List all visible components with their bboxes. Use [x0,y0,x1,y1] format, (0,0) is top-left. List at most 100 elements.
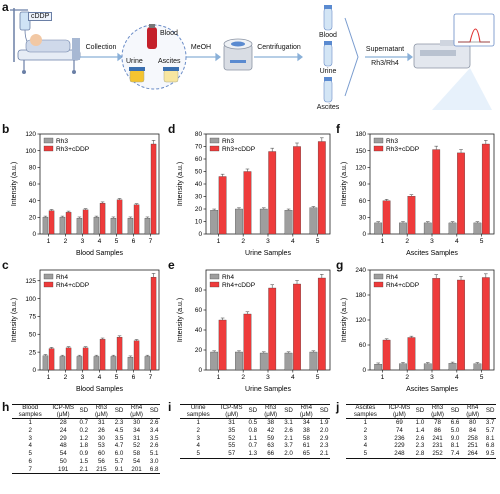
table-j-cell-1-0: 2 [363,426,368,434]
cdc-bar-Rh4+cDDP-2 [65,347,72,371]
table-h-cell-0-5: 30 [133,419,141,426]
table-j-header-0: Ascites samples [346,404,385,419]
cdg-bar-Rh4-5 [473,363,482,371]
table-h-header-0: Blood samples [12,404,49,419]
cde-ylabel: Intensity (a.u.) [177,298,184,342]
table-row: 5 57 1.3 66 2.0 65 2.1 [180,450,330,459]
cdb-bar-Rh3-7 [144,218,151,235]
table-h: Blood samples ICP-MS (μM) SD Rh3 (μM) SD Rh4 … [12,404,160,475]
cdf-xtick-label-3: 3 [430,238,434,245]
cde-bar-Rh4+cDDP-1 [218,319,227,371]
table-j-cell-0-2: 1.0 [415,419,425,426]
table-i-header-0: Urine samples [180,404,217,419]
cde-bar-Rh4-3 [259,352,268,371]
table-j-cell-4-3: 252 [425,450,450,459]
table-h-cell-4-1: 54 [59,450,67,457]
cdg-xtick-label-4: 4 [455,374,459,381]
panel-label-i: i [168,400,172,414]
cde-bar-Rh4-2 [235,351,243,371]
cdb-legend-swatch-0 [43,137,54,144]
table-j-cell-1-2: 1.4 [415,426,425,434]
table-row: 5 54 0.9 60 6.0 58 5.1 [12,450,160,458]
urine-cup-icon [129,67,145,83]
table-j-cell-2-4: 9.0 [450,434,460,442]
table-j-cell-3-0: 4 [363,442,368,450]
cdf-legend-swatch-0 [373,137,384,144]
cdd-ytick-label-6: 60 [195,156,203,163]
table-row: 4 48 1.8 53 4.7 52 2.6 [12,442,160,450]
table-i-header-2: SD [247,404,259,419]
table-h-cell-2-4: 3.5 [114,434,124,442]
table-j-cell-3-6: 6.8 [485,442,495,450]
table-i: Urine samples ICP-MS (μM) SD Rh3 (μM) SD Rh4 … [180,404,330,459]
cdd-legend-label-1: Rh3+cDDP [222,146,256,153]
table-h-cell-3-6: 2.6 [149,442,159,450]
table-i-cell-3-3: 63 [267,442,275,450]
cde-bar-Rh4+cDDP-2 [243,313,252,371]
table-i-cell-3-0: 4 [196,442,200,450]
panel-label-c: c [2,258,9,272]
panel-label-e: e [168,258,175,272]
cdc-xtick-label-3: 3 [81,374,85,381]
table-j-cell-4-0: 5 [346,450,385,459]
table-h-cell-0-2: 0.7 [79,419,89,426]
table-i-cell-3-4: 3.7 [284,442,293,450]
cdc-legend-label-1: Rh4+cDDP [56,282,90,289]
cdc-bar-Rh4-7 [144,356,151,371]
table-h-header-4: SD [113,404,125,419]
cdf-ytick-label-5: 150 [355,148,366,155]
centrifugation-label: Centrifugation [257,44,301,51]
cdg-xtick-label-1: 1 [381,374,385,381]
table-i-cell-3-6: 2.3 [319,442,329,450]
cdg-legend-swatch-0 [373,273,384,280]
cdg-xlabel: Ascites Samples [406,386,458,393]
cdd-ytick-label-5: 50 [195,169,203,176]
table-j-cell-0-5: 80 [469,419,477,426]
cdb-xtick-label-3: 3 [81,238,85,245]
table-h-cell-1-4: 4.5 [114,426,124,434]
table-h-cell-6-2: 2.1 [78,465,90,475]
cdb-bar-Rh3+cDDP-1 [48,210,55,235]
table-i-cell-0-2: 0.5 [248,419,258,426]
table-i-cell-1-5: 38 [302,426,310,434]
cdd-bar-Rh3+cDDP-4 [293,146,301,235]
cdc-legend-label-0: Rh4 [56,274,68,281]
cdd-legend-label-0: Rh3 [222,138,234,145]
table-j-cell-0-1: 69 [395,419,403,426]
cdg-xtick-label-5: 5 [480,374,484,381]
cdf-bar-Rh3+cDDP-1 [382,200,391,235]
table-j-cell-4-4: 7.4 [449,450,461,459]
spectrum-beam [432,68,492,110]
table-row: 2 24 0.2 26 4.5 34 3.4 [12,427,160,435]
table-row: 1 69 1.0 78 6.6 80 3.7 [346,419,496,427]
cdd-xtick-label-1: 1 [217,238,221,245]
urine-label: Urine [126,58,143,65]
cdc-xtick-label-4: 4 [98,374,102,381]
cdd-xtick-label-5: 5 [316,238,320,245]
table-j-cell-1-5: 84 [469,426,477,434]
cde-xtick-label-4: 4 [291,374,295,381]
cdf-xtick-label-2: 2 [405,238,409,245]
table-j-cell-1-1: 74 [395,426,403,434]
cdb-xtick-label-4: 4 [98,238,102,245]
table-i-cell-0-1: 31 [228,419,236,426]
table-h-cell-0-0: 1 [28,419,32,426]
cde-ytick-label-3: 60 [195,307,203,314]
table-h-cell-1-5: 34 [133,426,141,434]
cdc-xtick-label-1: 1 [47,374,51,381]
table-j-header-4: SD [449,404,461,419]
chart-c: 0 25 50 75 100 125 Intensity (a.u.) 1 2 3 4 5 6 7 Bloo… [11,269,160,393]
table-j-cell-0-0: 1 [363,419,368,426]
cde-xtick-label-1: 1 [217,374,221,381]
table-i-cell-4-0: 5 [180,450,217,459]
table-i-cell-4-2: 1.3 [247,450,259,459]
cdd-xtick-label-4: 4 [291,238,295,245]
cdc-bar-Rh4-6 [127,356,134,371]
cdb-bar-Rh3+cDDP-4 [99,203,106,235]
chart-e: 0 20 40 60 80 Intensity (a.u.) 1 2 3 4 5 Urine Samp… [177,269,331,393]
table-row: 5 248 2.8 252 7.4 264 9.5 [346,450,496,459]
table-h-cell-2-5: 31 [133,434,141,442]
cdc-ytick-label-5: 125 [25,278,36,285]
supernatant-label: Supernatant [365,46,405,53]
table-h-cell-6-4: 9.1 [113,465,125,475]
